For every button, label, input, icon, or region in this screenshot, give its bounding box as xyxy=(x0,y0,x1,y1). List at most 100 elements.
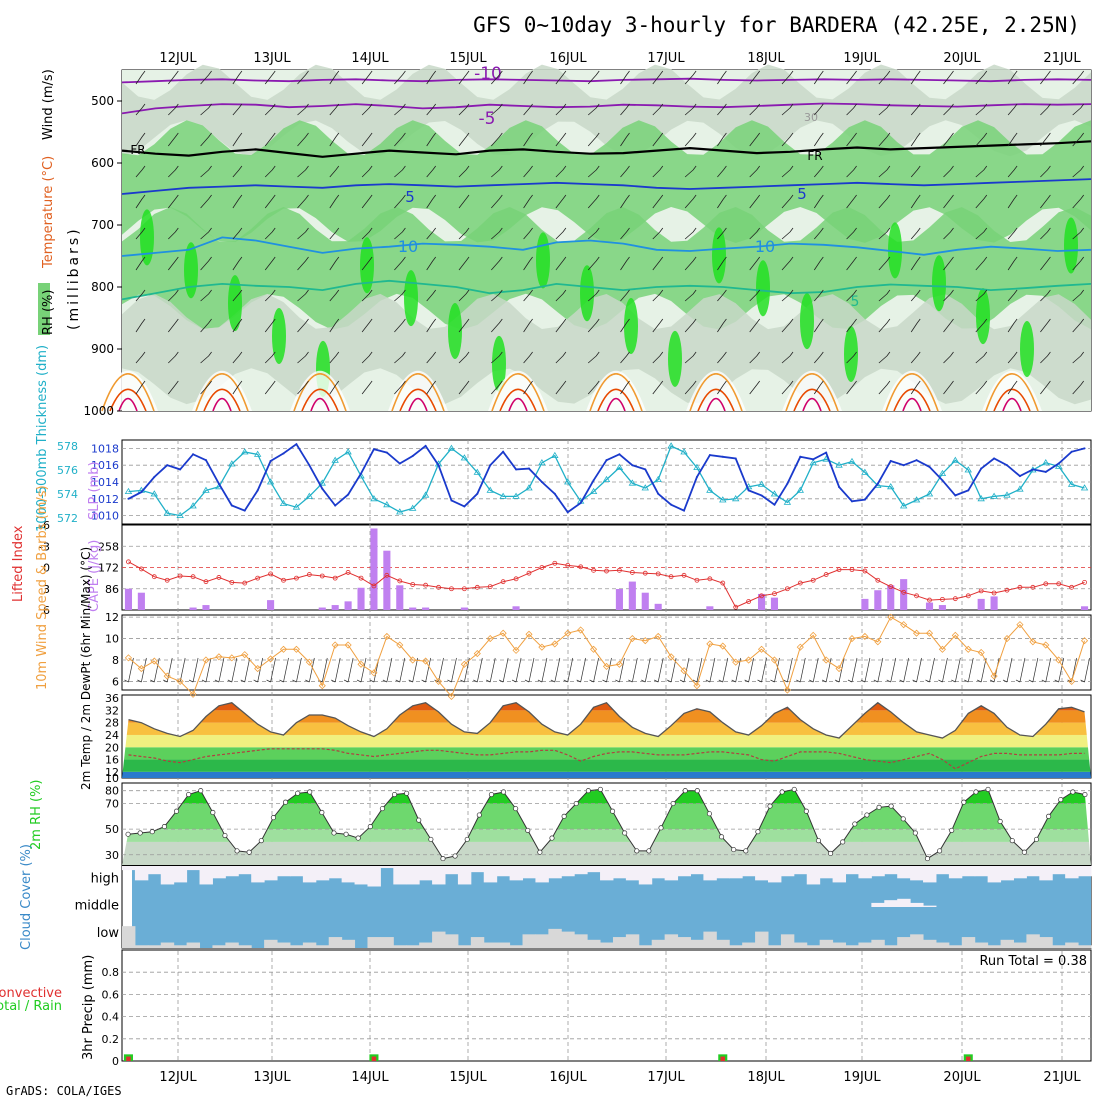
slp-point xyxy=(954,494,957,497)
slp-point xyxy=(502,450,505,453)
lifted-index-point xyxy=(642,570,648,576)
wind-barb xyxy=(620,289,630,302)
lifted-index-point xyxy=(1056,581,1062,587)
wind-barb xyxy=(329,318,340,333)
lifted-index-point xyxy=(410,582,416,587)
rh-point xyxy=(924,856,931,862)
thickness-point xyxy=(1054,462,1063,469)
lifted-index-point xyxy=(229,579,235,585)
wind-speed-point xyxy=(189,690,197,698)
wind-barb xyxy=(232,70,243,85)
wind-barb xyxy=(652,194,664,209)
surface-wind-barb xyxy=(770,657,780,683)
surface-wind-barb xyxy=(796,657,806,683)
lifted-index-point xyxy=(526,570,532,576)
lifted-index-point xyxy=(216,575,222,580)
wind-barb xyxy=(1007,165,1018,178)
wind-barb xyxy=(781,351,794,364)
cape-bar xyxy=(344,601,352,610)
temp-color-band xyxy=(122,771,1091,778)
wind-barb xyxy=(426,318,437,333)
run-total-label: Run Total = 0.38 xyxy=(979,954,1087,969)
thickness-point xyxy=(538,459,546,466)
wind-barb xyxy=(1040,194,1051,209)
precip-tick-label: 0.6 xyxy=(102,988,120,1001)
wind-barb xyxy=(1072,227,1085,240)
low-cloud-bar xyxy=(186,942,201,948)
pressure-tick-label: 700 xyxy=(91,218,114,232)
high-cloud-bar xyxy=(780,866,795,877)
date-label-top: 14JUL xyxy=(351,51,389,66)
slp-point xyxy=(695,475,698,478)
high-cloud-bar xyxy=(496,866,511,877)
high-cloud-bar xyxy=(910,866,924,881)
wind-barb xyxy=(1072,289,1085,302)
cape-bar xyxy=(654,603,662,610)
rh-point xyxy=(234,848,240,854)
rh-legend-label: RH (%) xyxy=(41,290,56,335)
surface-wind-barb xyxy=(860,657,871,683)
low-cloud-bar xyxy=(122,926,136,948)
wind-barb xyxy=(458,318,470,333)
thickness-point xyxy=(628,479,637,486)
thickness-point xyxy=(331,456,339,463)
wind-barb xyxy=(555,70,567,85)
thickness-tick-label: 576 xyxy=(57,464,78,477)
wind-barb xyxy=(297,70,309,85)
low-cloud-bar xyxy=(677,937,691,948)
thickness-point xyxy=(977,495,985,502)
low-cloud-bar xyxy=(548,928,562,948)
isotherm-line xyxy=(121,178,1092,195)
rh-point xyxy=(840,839,846,845)
low-cloud-bar xyxy=(1052,945,1066,948)
wind-barb xyxy=(264,194,276,209)
rh-point xyxy=(561,813,567,819)
rh-high-cell xyxy=(360,237,374,294)
slp-point xyxy=(928,465,931,468)
rh-point xyxy=(440,856,446,862)
thickness-point xyxy=(318,479,326,486)
thickness-tick-label: 572 xyxy=(57,512,78,525)
pressure-tick-label: 600 xyxy=(91,156,114,170)
low-cloud-bar xyxy=(509,945,524,948)
wind-barb xyxy=(975,256,988,271)
wind-barb xyxy=(167,380,179,395)
low-cloud-bar xyxy=(1065,942,1079,948)
rh-high-cell xyxy=(272,307,286,364)
isotherm-line xyxy=(121,102,1092,115)
wind-barb xyxy=(167,70,179,85)
rh-high-cell xyxy=(976,288,990,345)
high-cloud-bar xyxy=(897,866,911,879)
wind-speed-point xyxy=(1080,637,1089,645)
cape-bar xyxy=(422,607,430,610)
cape-tick-label: 258 xyxy=(98,540,119,553)
isotherm-25 xyxy=(985,373,1039,412)
thickness-point xyxy=(176,511,184,518)
slp-point xyxy=(360,472,363,475)
isotherm-label: FR xyxy=(130,143,145,157)
thickness-point xyxy=(228,460,236,467)
rh-tick-label: 80 xyxy=(105,785,119,798)
wind-barb xyxy=(910,194,921,209)
chart-title: GFS 0~10day 3-hourly for BARDERA (42.25E… xyxy=(473,13,1080,37)
cape-bar xyxy=(874,590,882,610)
high-cloud-bar xyxy=(225,866,239,877)
wind-barb xyxy=(910,70,921,85)
wind-barb xyxy=(426,351,437,364)
wind-barb xyxy=(168,351,179,364)
wind-barb xyxy=(1040,165,1051,178)
wind-barb xyxy=(523,165,533,178)
wind-barb xyxy=(749,380,761,395)
isotherm-25 xyxy=(195,373,249,412)
wind-barb xyxy=(813,256,824,271)
high-cloud-bar xyxy=(406,866,420,885)
thickness-point xyxy=(680,448,688,455)
low-cloud-bar xyxy=(793,942,808,948)
high-cloud-bar xyxy=(277,866,291,877)
wind-barb xyxy=(458,132,470,147)
pressure-tick-label: 1000 xyxy=(83,404,114,418)
wind-barb xyxy=(361,380,373,395)
isotherm-label: 5 xyxy=(851,294,860,310)
surface-wind-barb xyxy=(615,657,625,683)
rh-point xyxy=(985,786,991,792)
